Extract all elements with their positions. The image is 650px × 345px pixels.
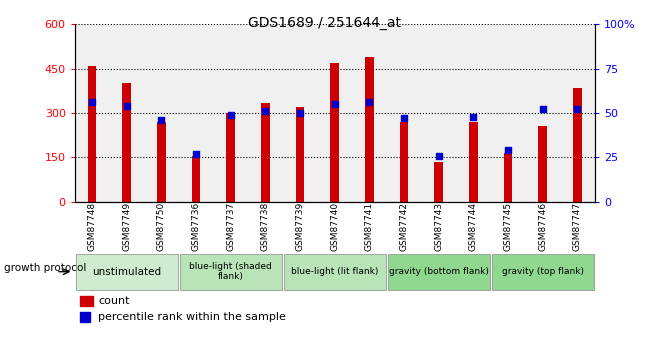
Text: GSM87741: GSM87741 <box>365 202 374 252</box>
Text: count: count <box>98 296 129 306</box>
Point <box>399 116 410 121</box>
Text: GSM87736: GSM87736 <box>192 202 201 252</box>
Bar <box>492 254 593 289</box>
Point <box>330 101 340 107</box>
Bar <box>388 254 489 289</box>
Bar <box>80 296 93 306</box>
Bar <box>226 113 235 202</box>
Text: blue-light (lit flank): blue-light (lit flank) <box>291 267 378 276</box>
Bar <box>573 88 582 202</box>
Bar <box>76 254 177 289</box>
Text: gravity (bottom flank): gravity (bottom flank) <box>389 267 489 276</box>
Text: GSM87740: GSM87740 <box>330 202 339 252</box>
Text: GSM87739: GSM87739 <box>296 202 305 252</box>
Text: GSM87743: GSM87743 <box>434 202 443 252</box>
Text: GSM87742: GSM87742 <box>400 202 409 252</box>
Point <box>87 100 98 105</box>
Bar <box>122 83 131 202</box>
Point <box>260 108 270 114</box>
Point <box>364 100 374 105</box>
Bar <box>180 254 281 289</box>
Text: GSM87750: GSM87750 <box>157 202 166 252</box>
Point <box>572 107 582 112</box>
Text: growth protocol: growth protocol <box>4 263 86 273</box>
Text: unstimulated: unstimulated <box>92 267 161 277</box>
Point <box>295 110 306 116</box>
Text: GSM87737: GSM87737 <box>226 202 235 252</box>
Text: gravity (top flank): gravity (top flank) <box>502 267 584 276</box>
Text: GSM87748: GSM87748 <box>88 202 97 252</box>
Text: GSM87744: GSM87744 <box>469 202 478 252</box>
Point <box>122 103 132 109</box>
Point <box>538 107 548 112</box>
Text: percentile rank within the sample: percentile rank within the sample <box>98 312 286 322</box>
Text: GSM87746: GSM87746 <box>538 202 547 252</box>
Bar <box>400 122 408 202</box>
Text: GSM87745: GSM87745 <box>504 202 513 252</box>
Point <box>434 153 444 158</box>
Bar <box>469 122 478 202</box>
Bar <box>157 122 166 202</box>
Text: GSM87738: GSM87738 <box>261 202 270 252</box>
Bar <box>538 126 547 202</box>
Point <box>226 112 236 118</box>
Text: blue-light (shaded
flank): blue-light (shaded flank) <box>189 262 272 282</box>
Point <box>503 148 514 153</box>
Point <box>468 114 478 119</box>
Point <box>156 117 166 123</box>
Text: GDS1689 / 251644_at: GDS1689 / 251644_at <box>248 16 402 30</box>
Bar <box>434 162 443 202</box>
Text: GSM87749: GSM87749 <box>122 202 131 252</box>
Text: GSM87747: GSM87747 <box>573 202 582 252</box>
Bar <box>330 63 339 202</box>
Bar <box>192 156 200 202</box>
Bar <box>261 102 270 202</box>
Bar <box>504 153 512 202</box>
Point <box>191 151 202 157</box>
Bar <box>365 57 374 202</box>
Bar <box>296 107 304 202</box>
Bar <box>80 312 90 322</box>
Bar <box>88 66 96 202</box>
Bar <box>284 254 385 289</box>
